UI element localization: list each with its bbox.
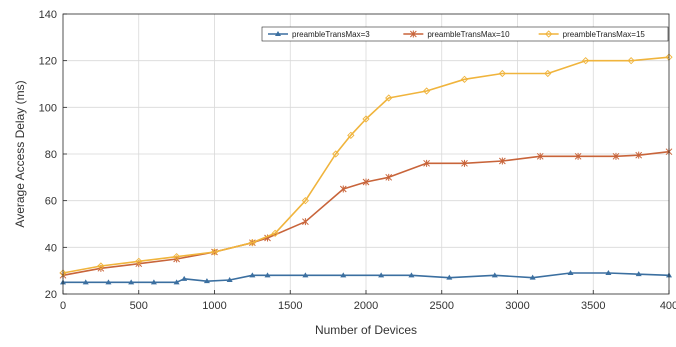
data-point bbox=[491, 272, 498, 278]
data-point bbox=[498, 69, 506, 78]
data-point bbox=[460, 75, 469, 83]
data-point bbox=[210, 248, 219, 256]
data-point bbox=[264, 272, 271, 278]
legend-box bbox=[261, 26, 669, 42]
x-tick-label: 1000 bbox=[202, 300, 226, 312]
legend-marker bbox=[545, 30, 553, 38]
data-point bbox=[544, 69, 552, 78]
data-point bbox=[248, 239, 257, 247]
data-point bbox=[385, 94, 393, 102]
y-tick-label: 80 bbox=[45, 149, 57, 161]
data-point bbox=[461, 159, 468, 167]
series-1 bbox=[60, 270, 672, 285]
x-tick-label: 0 bbox=[60, 300, 66, 312]
legend: preambleTransMax=3 preambleTransMax=10 pre… bbox=[261, 26, 669, 42]
series-2 bbox=[59, 148, 673, 279]
data-point bbox=[128, 279, 135, 285]
series-line bbox=[63, 272, 670, 284]
legend-label: preambleTransMax=15 bbox=[563, 30, 646, 39]
data-point bbox=[173, 279, 180, 285]
data-point bbox=[181, 275, 188, 281]
y-axis-label: Average Access Delay (ms) bbox=[13, 80, 27, 227]
data-point bbox=[605, 270, 612, 275]
data-point bbox=[249, 272, 256, 278]
y-tick-label: 140 bbox=[39, 9, 57, 21]
data-point bbox=[347, 131, 355, 139]
data-point bbox=[408, 272, 415, 278]
data-point bbox=[271, 229, 279, 237]
data-point bbox=[612, 152, 620, 160]
x-axis-label: Number of Devices bbox=[315, 323, 417, 337]
series-line bbox=[62, 56, 670, 274]
data-point bbox=[301, 197, 310, 205]
data-point bbox=[529, 274, 536, 280]
data-point bbox=[635, 151, 643, 159]
x-tick-label: 3500 bbox=[581, 300, 605, 312]
data-point bbox=[574, 152, 582, 160]
data-point bbox=[82, 279, 89, 285]
data-point bbox=[150, 279, 157, 285]
series-3 bbox=[59, 53, 673, 277]
x-tick-label: 400 bbox=[660, 300, 676, 312]
data-point bbox=[385, 173, 393, 181]
legend-item: preambleTransMax=10 bbox=[403, 30, 510, 39]
x-tick-label: 2000 bbox=[354, 300, 378, 312]
data-point bbox=[105, 279, 112, 285]
data-point bbox=[446, 274, 453, 280]
y-tick-label: 100 bbox=[39, 102, 57, 114]
data-point bbox=[362, 115, 370, 123]
y-tick-label: 60 bbox=[45, 196, 57, 208]
data-point bbox=[97, 262, 105, 270]
data-point bbox=[203, 278, 210, 284]
series-group bbox=[59, 53, 673, 285]
x-tick-label: 3000 bbox=[505, 300, 529, 312]
data-point bbox=[302, 218, 309, 226]
data-point bbox=[332, 150, 340, 158]
data-point bbox=[135, 257, 143, 265]
data-point bbox=[582, 57, 590, 65]
x-tick-label: 1500 bbox=[278, 300, 302, 312]
legend-item: preambleTransMax=3 bbox=[268, 30, 370, 39]
data-point bbox=[536, 152, 544, 160]
y-tick-label: 40 bbox=[45, 242, 57, 254]
x-tick-label: 500 bbox=[130, 300, 148, 312]
legend-marker bbox=[275, 31, 281, 36]
data-point bbox=[226, 277, 233, 282]
data-point bbox=[172, 253, 181, 261]
data-point bbox=[627, 57, 635, 65]
y-tick-label: 120 bbox=[39, 56, 57, 68]
legend-label: preambleTransMax=3 bbox=[292, 30, 370, 39]
data-point bbox=[339, 185, 347, 193]
data-point bbox=[498, 157, 506, 165]
legend-marker bbox=[409, 30, 417, 38]
data-point bbox=[378, 272, 385, 278]
tick-labels: 0 500 1000 1500 2000 2500 3000 3500 400 20 40 60 80 1… bbox=[39, 9, 676, 312]
x-tick-label: 2500 bbox=[430, 300, 454, 312]
data-point bbox=[423, 159, 430, 167]
grid-lines bbox=[63, 14, 669, 294]
data-point bbox=[635, 271, 642, 277]
y-tick-label: 20 bbox=[45, 289, 57, 301]
data-point bbox=[340, 272, 347, 278]
data-point bbox=[362, 178, 370, 186]
data-point bbox=[302, 272, 309, 278]
data-point bbox=[422, 87, 431, 95]
legend-label: preambleTransMax=10 bbox=[427, 30, 510, 39]
legend-item: preambleTransMax=15 bbox=[538, 30, 646, 39]
data-point bbox=[567, 270, 574, 275]
